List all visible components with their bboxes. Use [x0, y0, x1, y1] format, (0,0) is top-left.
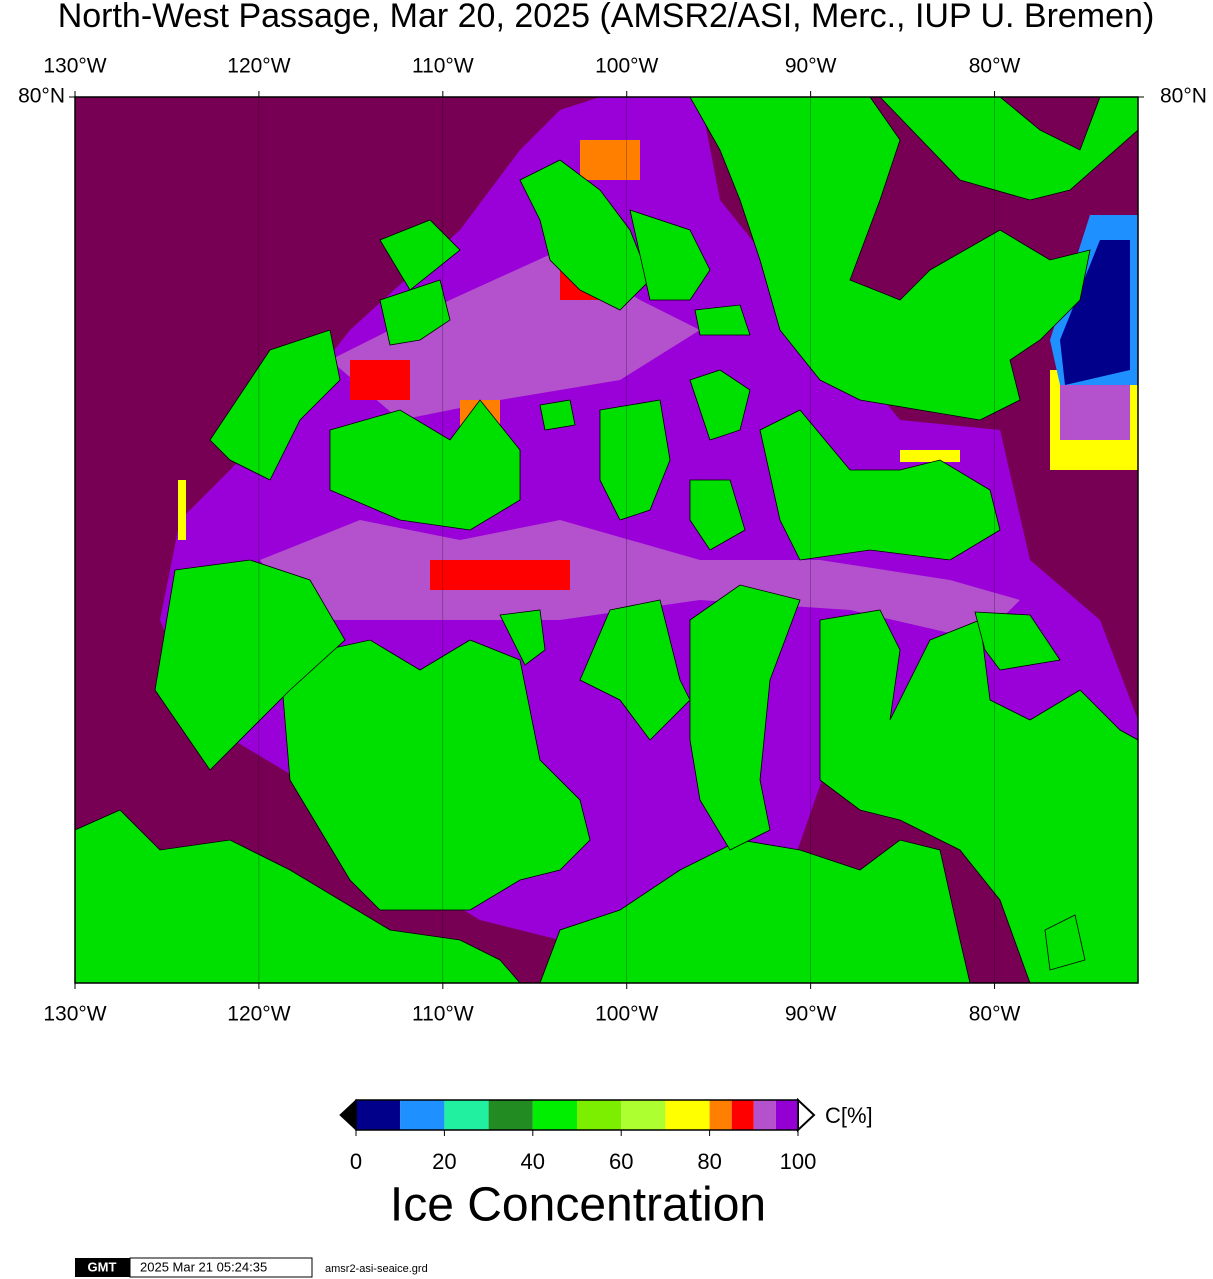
lon-label-top: 110°W	[412, 55, 474, 78]
colorbar-tick-label: 100	[780, 1149, 817, 1174]
colorbar-segment	[577, 1100, 622, 1130]
lon-label-top: 120°W	[227, 55, 290, 78]
lon-label-bottom: 90°W	[785, 1003, 837, 1026]
graticule: 130°W 130°W 120°W 120°W 110°W 110°W 100°W 100°W…	[18, 55, 1207, 1026]
colorbar-unit: C[%]	[825, 1103, 873, 1128]
high-concentration	[178, 140, 1138, 690]
colorbar-label: Ice Concentration	[390, 1179, 766, 1232]
file-name: amsr2-asi-seaice.grd	[325, 1263, 428, 1275]
colorbar-over	[797, 1097, 816, 1133]
lon-label-top: 80°W	[969, 55, 1021, 78]
colorbar-segment	[444, 1100, 489, 1130]
colorbar-tick-label: 20	[432, 1149, 456, 1174]
colorbar-segment	[753, 1100, 776, 1130]
map-area	[75, 97, 1138, 983]
colorbar-segment	[665, 1100, 710, 1130]
colorbar-segment	[621, 1100, 666, 1130]
colorbar-segment	[356, 1100, 401, 1130]
colorbar-segment	[731, 1100, 754, 1130]
colorbar-tick-label: 60	[609, 1149, 633, 1174]
timestamp: 2025 Mar 21 05:24:35	[140, 1259, 267, 1274]
gmt-logo	[75, 1258, 130, 1277]
colorbar-segment	[488, 1100, 533, 1130]
land	[75, 97, 1138, 983]
lon-label-bottom: 130°W	[43, 1003, 106, 1026]
lon-label-bottom: 80°W	[969, 1003, 1021, 1026]
sea-ice	[260, 520, 1020, 640]
map-frame	[74, 96, 1139, 984]
colorbar-segment	[532, 1100, 577, 1130]
lon-label-bottom: 120°W	[227, 1003, 290, 1026]
lon-label-bottom: 100°W	[595, 1003, 658, 1026]
colorbar-tick-label: 40	[521, 1149, 545, 1174]
lat-label-left: 80°N	[18, 85, 65, 108]
colorbar-segment	[400, 1100, 445, 1130]
lat-label-right: 80°N	[1160, 85, 1207, 108]
colorbar-segment	[709, 1100, 732, 1130]
colorbar-frame	[355, 1099, 799, 1131]
lon-label-top: 130°W	[43, 55, 106, 78]
gmt-logo-text: GMT	[88, 1259, 117, 1274]
colorbar-segment	[775, 1100, 798, 1130]
timestamp-box	[129, 1257, 313, 1278]
map-title: North-West Passage, Mar 20, 2025 (AMSR2/…	[58, 0, 1155, 35]
colorbar-tick-label: 0	[350, 1149, 362, 1174]
lon-label-top: 90°W	[785, 55, 837, 78]
lon-label-bottom: 110°W	[412, 1003, 474, 1026]
colorbar-tick-label: 80	[697, 1149, 721, 1174]
colorbar-under	[339, 1098, 357, 1132]
colorbar: 0 20 40 60 80 100	[339, 1097, 817, 1174]
lon-label-top: 100°W	[595, 55, 658, 78]
